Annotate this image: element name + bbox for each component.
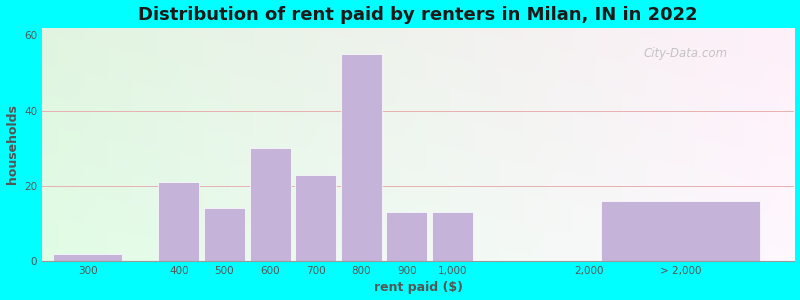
Bar — [432, 212, 473, 261]
Title: Distribution of rent paid by renters in Milan, IN in 2022: Distribution of rent paid by renters in … — [138, 6, 698, 24]
Y-axis label: households: households — [6, 104, 18, 184]
Bar — [341, 54, 382, 261]
X-axis label: rent paid ($): rent paid ($) — [374, 281, 462, 294]
Bar — [601, 201, 760, 261]
Bar — [295, 175, 336, 261]
Text: City-Data.com: City-Data.com — [644, 46, 728, 59]
Bar — [386, 212, 427, 261]
Bar — [54, 254, 122, 261]
Bar — [158, 182, 199, 261]
Bar — [204, 208, 245, 261]
Bar — [250, 148, 290, 261]
